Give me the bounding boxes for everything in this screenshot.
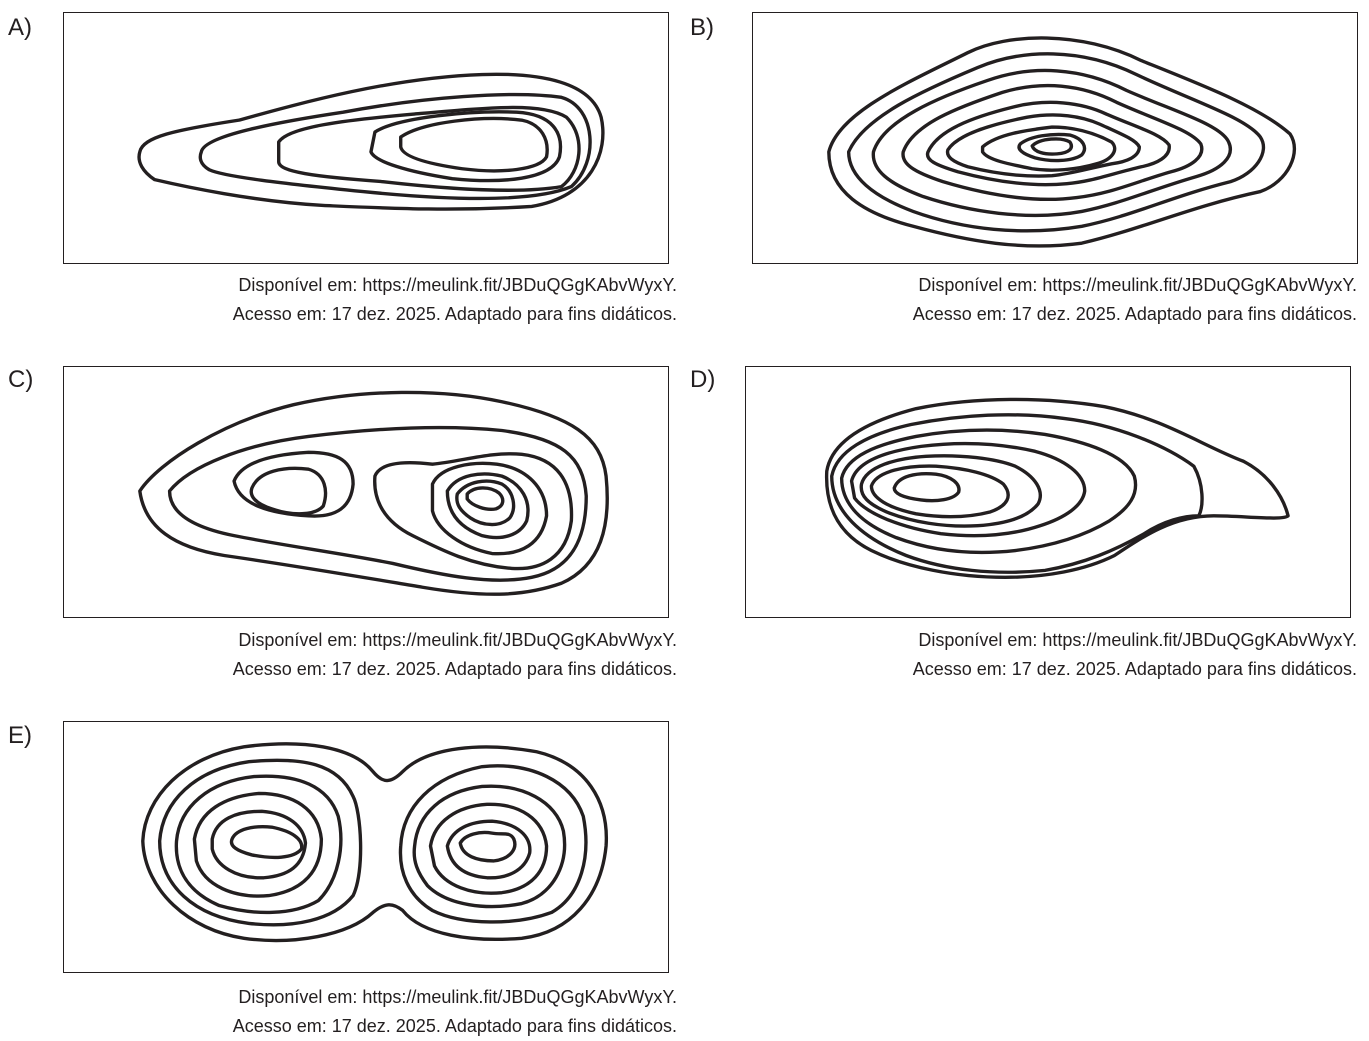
- contour-line: [455, 479, 516, 527]
- contour-line: [901, 83, 1204, 201]
- caption-access: Acesso em: 17 dez. 2025. Adaptado para f…: [232, 659, 677, 679]
- caption-source: Disponível em: https://meulink.fit/JBDuQ…: [238, 987, 677, 1007]
- contour-line: [1030, 137, 1074, 156]
- option-e-contour-map: [63, 721, 669, 973]
- contour-line: [373, 452, 574, 571]
- option-b-contour-map: [752, 12, 1358, 264]
- option-e-caption: Disponível em: https://meulink.fit/JBDuQ…: [233, 983, 677, 1041]
- option-d-caption: Disponível em: https://meulink.fit/JBDuQ…: [913, 626, 1357, 684]
- contour-line: [846, 52, 1266, 233]
- contour-line: [210, 809, 308, 880]
- option-d-contour-map: [745, 366, 1351, 618]
- contour-line: [138, 390, 609, 596]
- option-d-letter: D): [690, 366, 716, 393]
- option-e-letter: E): [8, 722, 32, 749]
- caption-source: Disponível em: https://meulink.fit/JBDuQ…: [918, 275, 1357, 295]
- option-a-caption: Disponível em: https://meulink.fit/JBDuQ…: [233, 271, 677, 329]
- option-b-caption: Disponível em: https://meulink.fit/JBDuQ…: [913, 271, 1357, 329]
- caption-access: Acesso em: 17 dez. 2025. Adaptado para f…: [232, 304, 677, 324]
- contour-line: [839, 428, 1138, 555]
- option-c-contour-lines: [138, 390, 609, 596]
- contour-line: [167, 425, 588, 582]
- contour-line: [369, 110, 563, 183]
- option-c-letter: C): [8, 366, 34, 393]
- contour-line: [192, 791, 324, 898]
- contour-line: [445, 819, 532, 880]
- contour-line: [232, 450, 355, 518]
- option-a-contour-map: [63, 12, 669, 264]
- contour-line: [827, 36, 1296, 248]
- contour-line: [157, 758, 363, 927]
- contour-line: [430, 461, 549, 556]
- caption-source: Disponível em: https://meulink.fit/JBDuQ…: [918, 630, 1357, 650]
- contour-line: [458, 830, 517, 863]
- contour-line: [399, 116, 549, 173]
- contour-line: [412, 784, 567, 909]
- contour-line: [925, 100, 1171, 187]
- contour-line: [445, 472, 530, 540]
- contour-line: [869, 464, 1010, 519]
- contour-line: [277, 105, 581, 192]
- contour-line: [465, 486, 505, 511]
- contour-line: [859, 454, 1042, 528]
- contour-line: [1017, 132, 1087, 163]
- caption-source: Disponível em: https://meulink.fit/JBDuQ…: [238, 275, 677, 295]
- option-b-contour-lines: [827, 36, 1296, 248]
- contour-line: [892, 471, 961, 503]
- option-c-caption: Disponível em: https://meulink.fit/JBDuQ…: [233, 626, 677, 684]
- caption-access: Acesso em: 17 dez. 2025. Adaptado para f…: [912, 659, 1357, 679]
- contour-line: [871, 68, 1232, 218]
- contour-line: [849, 441, 1087, 538]
- caption-source: Disponível em: https://meulink.fit/JBDuQ…: [238, 630, 677, 650]
- contour-line: [945, 113, 1142, 178]
- option-d-contour-lines: [825, 397, 1290, 580]
- contour-line: [174, 774, 343, 915]
- contour-line: [198, 92, 592, 201]
- caption-access: Acesso em: 17 dez. 2025. Adaptado para f…: [232, 1016, 677, 1036]
- contour-line: [830, 413, 1204, 574]
- option-a-contour-lines: [137, 72, 605, 211]
- option-e-contour-lines: [141, 742, 608, 943]
- contour-line: [980, 125, 1117, 172]
- contour-line: [428, 802, 549, 895]
- contour-line: [229, 825, 304, 860]
- contour-line: [137, 72, 605, 211]
- caption-access: Acesso em: 17 dez. 2025. Adaptado para f…: [912, 304, 1357, 324]
- option-b-letter: B): [690, 14, 714, 41]
- contour-line: [398, 764, 588, 924]
- option-c-contour-map: [63, 366, 669, 618]
- contour-line: [141, 742, 608, 943]
- contour-line: [249, 466, 328, 516]
- contour-line: [825, 397, 1290, 580]
- option-a-letter: A): [8, 14, 32, 41]
